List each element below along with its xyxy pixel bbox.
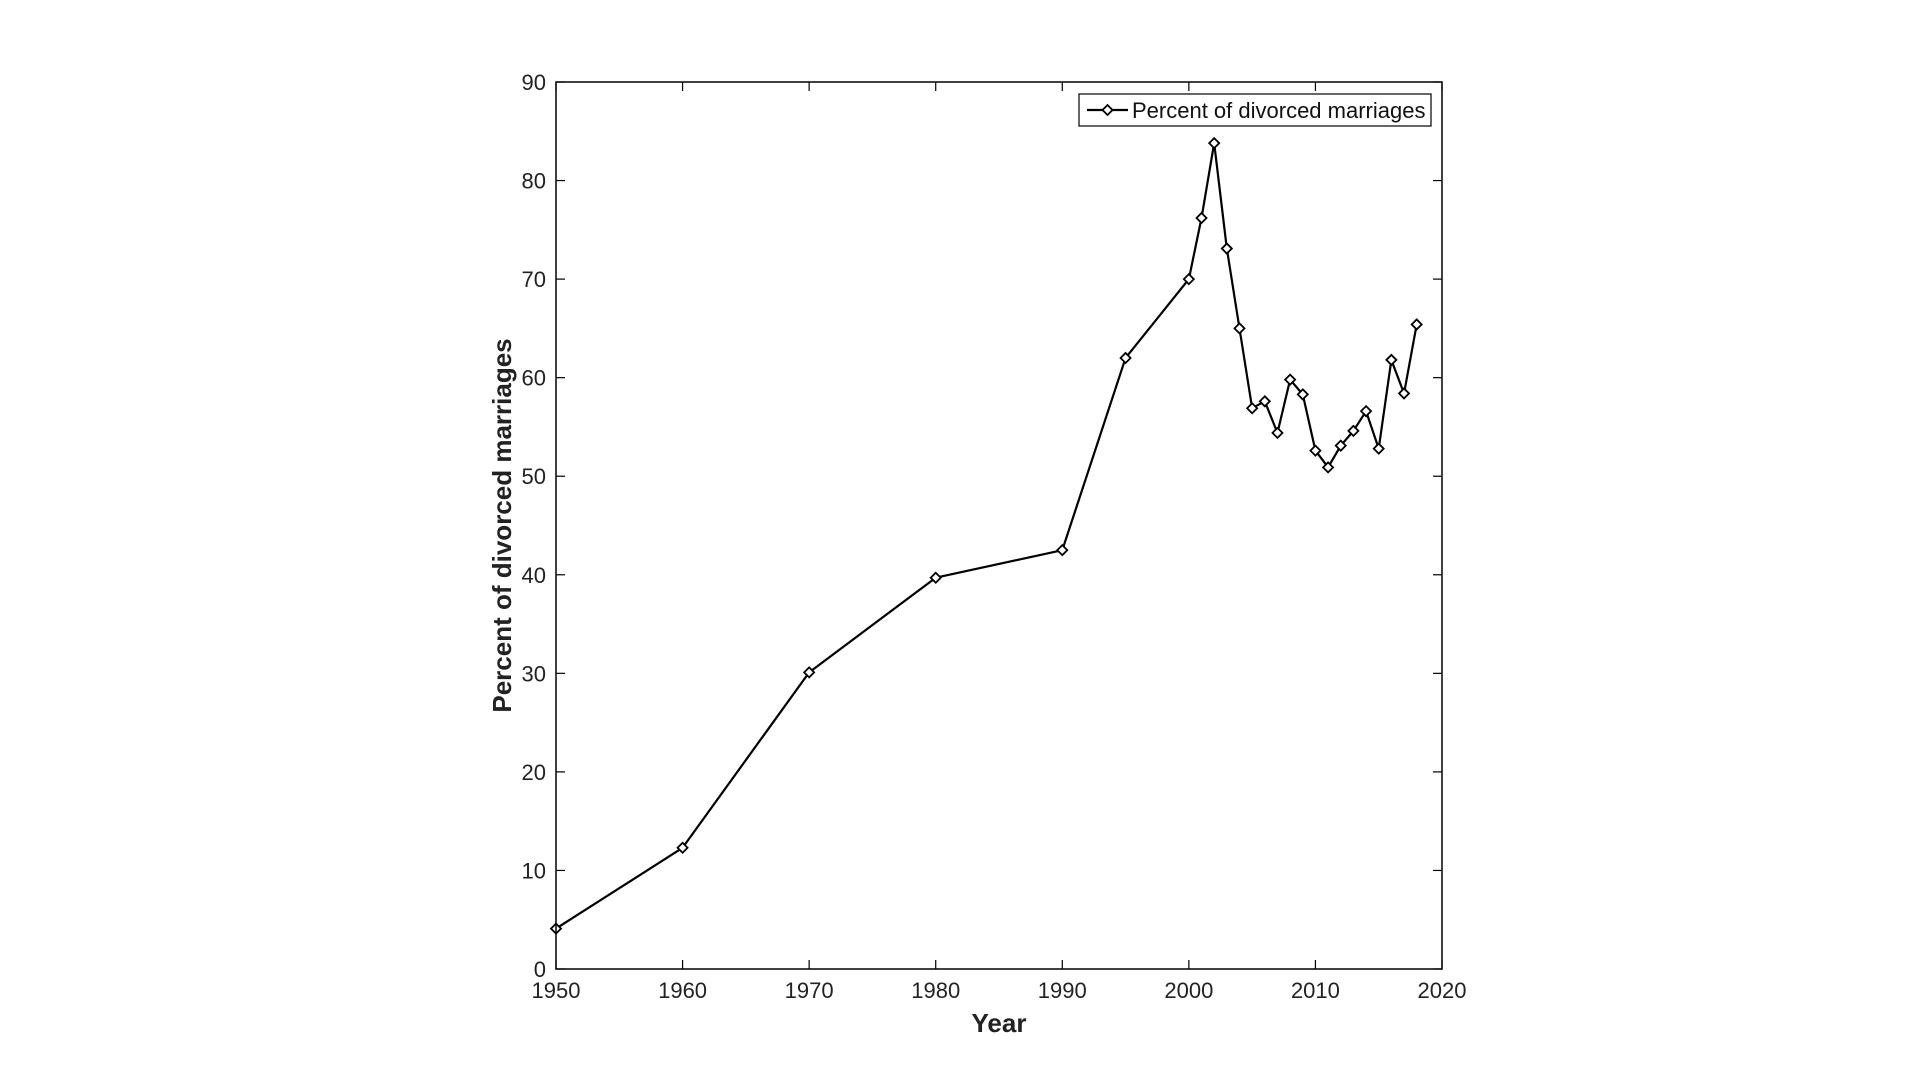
y-axis-title: Percent of divorced marriages <box>487 338 517 712</box>
data-point-marker <box>1283 373 1297 386</box>
data-point-marker <box>1359 404 1373 418</box>
x-tick-label: 1960 <box>658 978 707 1003</box>
legend-marker-diamond <box>1101 103 1114 117</box>
data-point-marker <box>1056 543 1069 557</box>
data-point-marker <box>1233 322 1246 335</box>
x-tick-label: 1950 <box>532 978 581 1003</box>
data-point-marker <box>1397 387 1411 400</box>
data-point-marker <box>802 666 816 679</box>
data-point-marker <box>1410 318 1423 331</box>
x-tick-label: 1970 <box>785 978 834 1003</box>
data-point-marker <box>1372 442 1385 455</box>
y-tick-label: 80 <box>522 169 546 194</box>
data-point-marker <box>1258 395 1272 408</box>
data-point-marker <box>676 841 689 855</box>
y-tick-label: 60 <box>522 366 546 391</box>
data-point-marker <box>1195 211 1208 225</box>
x-tick-label: 2020 <box>1418 978 1467 1003</box>
legend: Percent of divorced marriages <box>1078 93 1432 127</box>
data-point-marker <box>1296 388 1310 401</box>
data-point-marker <box>1334 439 1348 452</box>
y-axis-ticks: 0 10 20 30 40 50 60 70 80 90 <box>522 70 1442 982</box>
series-layer <box>549 136 1423 935</box>
y-tick-label: 0 <box>534 957 546 982</box>
data-point-marker <box>1220 242 1234 255</box>
x-tick-label: 2010 <box>1291 978 1340 1003</box>
y-tick-label: 70 <box>522 267 546 292</box>
plot-area-frame <box>555 81 1443 970</box>
x-tick-label: 1990 <box>1038 978 1087 1003</box>
y-tick-label: 40 <box>522 563 546 588</box>
x-tick-label: 2000 <box>1164 978 1213 1003</box>
data-point-marker <box>929 571 942 585</box>
y-tick-label: 20 <box>522 760 546 785</box>
data-point-marker <box>1309 444 1322 457</box>
y-tick-label: 10 <box>522 858 546 883</box>
data-point-marker <box>1182 272 1196 286</box>
y-tick-label: 90 <box>522 70 546 95</box>
x-axis-ticks: 1950 1960 1970 1980 1990 2000 2010 2020 <box>532 82 1467 1003</box>
plot-area-background <box>556 82 1442 969</box>
data-point-marker <box>1385 353 1398 367</box>
data-point-marker <box>1245 401 1259 415</box>
data-point-marker <box>1207 136 1221 150</box>
data-point-marker <box>1321 461 1335 474</box>
data-point-marker <box>1119 351 1132 365</box>
legend-box <box>1078 93 1432 127</box>
y-tick-label: 30 <box>522 661 546 686</box>
data-point-marker <box>1271 426 1284 440</box>
legend-label: Percent of divorced marriages <box>1132 98 1425 123</box>
data-point-marker <box>1347 424 1360 438</box>
x-tick-label: 1980 <box>911 978 960 1003</box>
x-axis-title: Year <box>972 1008 1027 1038</box>
y-tick-label: 50 <box>522 464 546 489</box>
